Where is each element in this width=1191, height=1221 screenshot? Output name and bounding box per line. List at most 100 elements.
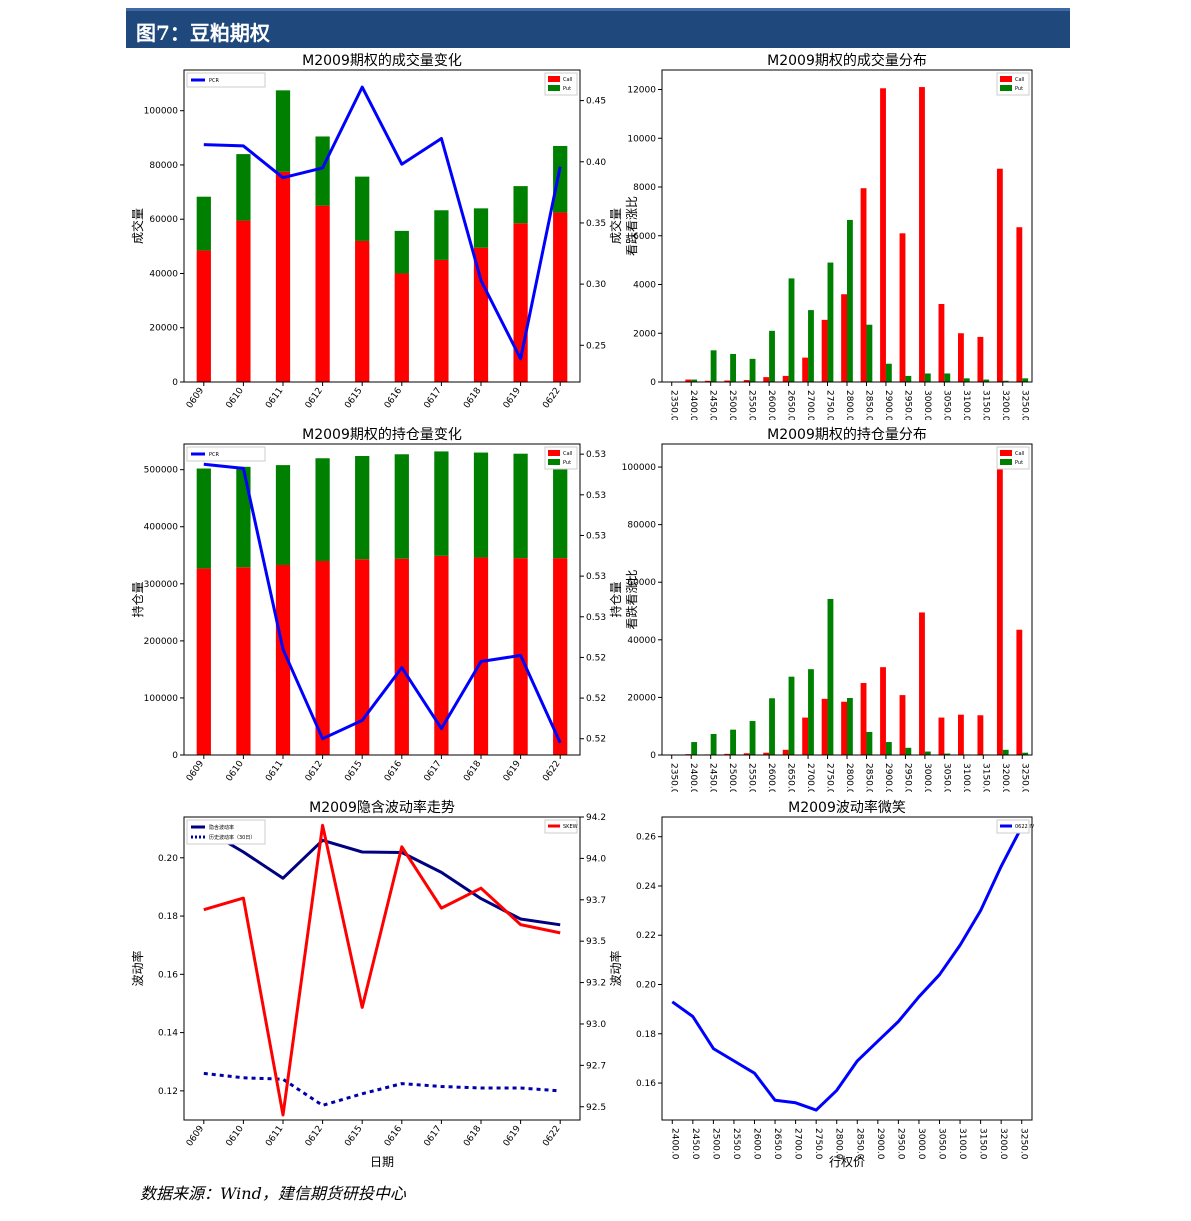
- bar-call: [899, 695, 906, 755]
- x-tick-label: 0616: [383, 1124, 404, 1149]
- x-tick-label: 2850.0: [854, 1128, 864, 1160]
- source-note: 数据来源：Wind，建信期货研投中心: [140, 1184, 406, 1203]
- x-axis-label: 日期: [370, 1155, 394, 1169]
- plot-frame: [183, 443, 581, 756]
- legend-label: Call: [563, 451, 572, 457]
- bar-call: [919, 612, 925, 755]
- y-tick-label: 0: [650, 751, 656, 761]
- bar-put: [944, 753, 951, 755]
- y2-tick-label: 0.528: [586, 653, 606, 663]
- bar-call: [1016, 629, 1023, 755]
- legend-label: Call: [1015, 451, 1024, 457]
- bar-call: [275, 564, 291, 755]
- x-tick-label: 2350.0: [669, 390, 679, 420]
- chart-title: M2009期权的成交量分布: [767, 52, 927, 69]
- bar-call: [553, 212, 568, 382]
- y2-axis-label: 看跌看涨比: [624, 196, 639, 256]
- bar-put: [513, 186, 528, 224]
- x-tick-label: 0619: [502, 386, 523, 411]
- bar-put: [1002, 380, 1009, 382]
- bar-put: [788, 278, 795, 382]
- bar-put: [769, 330, 775, 382]
- y2-tick-label: 93.75: [586, 896, 606, 906]
- x-tick-label: 0610: [225, 1124, 246, 1149]
- x-tick-label: 2700.0: [805, 763, 815, 792]
- bar-put: [847, 219, 853, 382]
- y-tick-label: 0.14: [158, 1029, 178, 1039]
- bar-call: [938, 304, 945, 382]
- x-tick-label: 3150.0: [980, 390, 990, 420]
- x-tick-label: 3200.0: [1000, 763, 1010, 792]
- x-tick-label: 2700.0: [793, 1128, 803, 1160]
- bar-put: [905, 375, 912, 382]
- bar-put: [355, 176, 370, 241]
- x-tick-label: 2650.0: [786, 390, 796, 420]
- y2-tick-label: 94.00: [586, 854, 606, 864]
- x-tick-label: 2700.0: [805, 390, 815, 420]
- bar-call: [434, 555, 449, 755]
- legend-label: PCR: [209, 452, 220, 458]
- bar-call: [841, 294, 847, 382]
- y-tick-label: 200000: [144, 637, 179, 647]
- legend-label: 隐含波动率: [209, 824, 234, 831]
- y2-tick-label: 0.40: [586, 158, 606, 168]
- y-axis-label: 波动率: [608, 950, 623, 986]
- x-tick-label: 0622: [541, 1124, 562, 1148]
- pcr-line: [203, 462, 562, 744]
- bar-put: [847, 697, 853, 755]
- legend-box: [996, 819, 1030, 834]
- y-tick-label: 0: [172, 751, 178, 761]
- legend-swatch: [548, 459, 560, 465]
- x-tick-label: 3200.0: [998, 1128, 1008, 1160]
- x-tick-label: 2500.0: [727, 390, 737, 420]
- x-tick-label: 2450.0: [690, 1128, 700, 1160]
- x-tick-label: 3000.0: [922, 763, 932, 792]
- bar-call: [473, 247, 489, 382]
- bar-call: [724, 753, 731, 755]
- bar-put: [885, 742, 892, 755]
- legend-label: Put: [1015, 86, 1023, 92]
- x-tick-label: 0611: [264, 759, 285, 783]
- legend-label: 0622 IV: [1015, 824, 1035, 830]
- y2-tick-label: 0.536: [586, 491, 606, 501]
- bar-call: [802, 717, 809, 755]
- bar-call: [196, 568, 211, 755]
- x-tick-label: 3000.0: [916, 1128, 926, 1160]
- bar-call: [880, 88, 886, 382]
- bar-call: [919, 87, 925, 382]
- x-tick-label: 2800.0: [844, 763, 854, 792]
- chart-title: M2009期权的成交量变化: [302, 52, 462, 69]
- bar-call: [236, 567, 251, 755]
- bar-put: [196, 196, 211, 251]
- y2-tick-label: 0.45: [586, 97, 606, 107]
- series-line-0: [203, 827, 561, 927]
- y-axis-label: 波动率: [130, 950, 145, 986]
- bar-call: [938, 717, 945, 755]
- y2-tick-label: 0.524: [586, 735, 606, 745]
- x-tick-label: 3250.0: [1019, 390, 1029, 420]
- bar-put: [691, 742, 698, 755]
- bar-put: [769, 698, 775, 755]
- x-tick-label: 2500.0: [710, 1128, 720, 1160]
- y-tick-label: 80000: [149, 161, 178, 171]
- bar-put: [236, 466, 251, 568]
- y-tick-label: 60000: [627, 578, 656, 588]
- bar-put: [473, 452, 489, 558]
- legend-label: Put: [1015, 460, 1023, 466]
- x-tick-label: 0612: [304, 1124, 325, 1148]
- bar-put: [944, 373, 951, 382]
- x-tick-label: 0612: [304, 759, 325, 783]
- x-tick-label: 0610: [225, 759, 246, 784]
- x-tick-label: 0619: [502, 759, 523, 784]
- y2-tick-label: 0.538: [586, 450, 606, 460]
- chart-volume-change: M2009期权的成交量变化 0 20000 40000 60000 80000 100000…: [130, 52, 606, 411]
- bar-put: [553, 452, 568, 559]
- bar-put: [749, 721, 756, 755]
- legend-swatch: [548, 85, 560, 91]
- x-tick-label: 2600.0: [766, 390, 776, 420]
- bar-call: [355, 559, 370, 755]
- bar-put: [963, 378, 970, 382]
- series-line-2: [203, 823, 561, 1117]
- y2-tick-label: 0.532: [586, 572, 606, 582]
- x-tick-label: 3200.0: [1000, 390, 1010, 420]
